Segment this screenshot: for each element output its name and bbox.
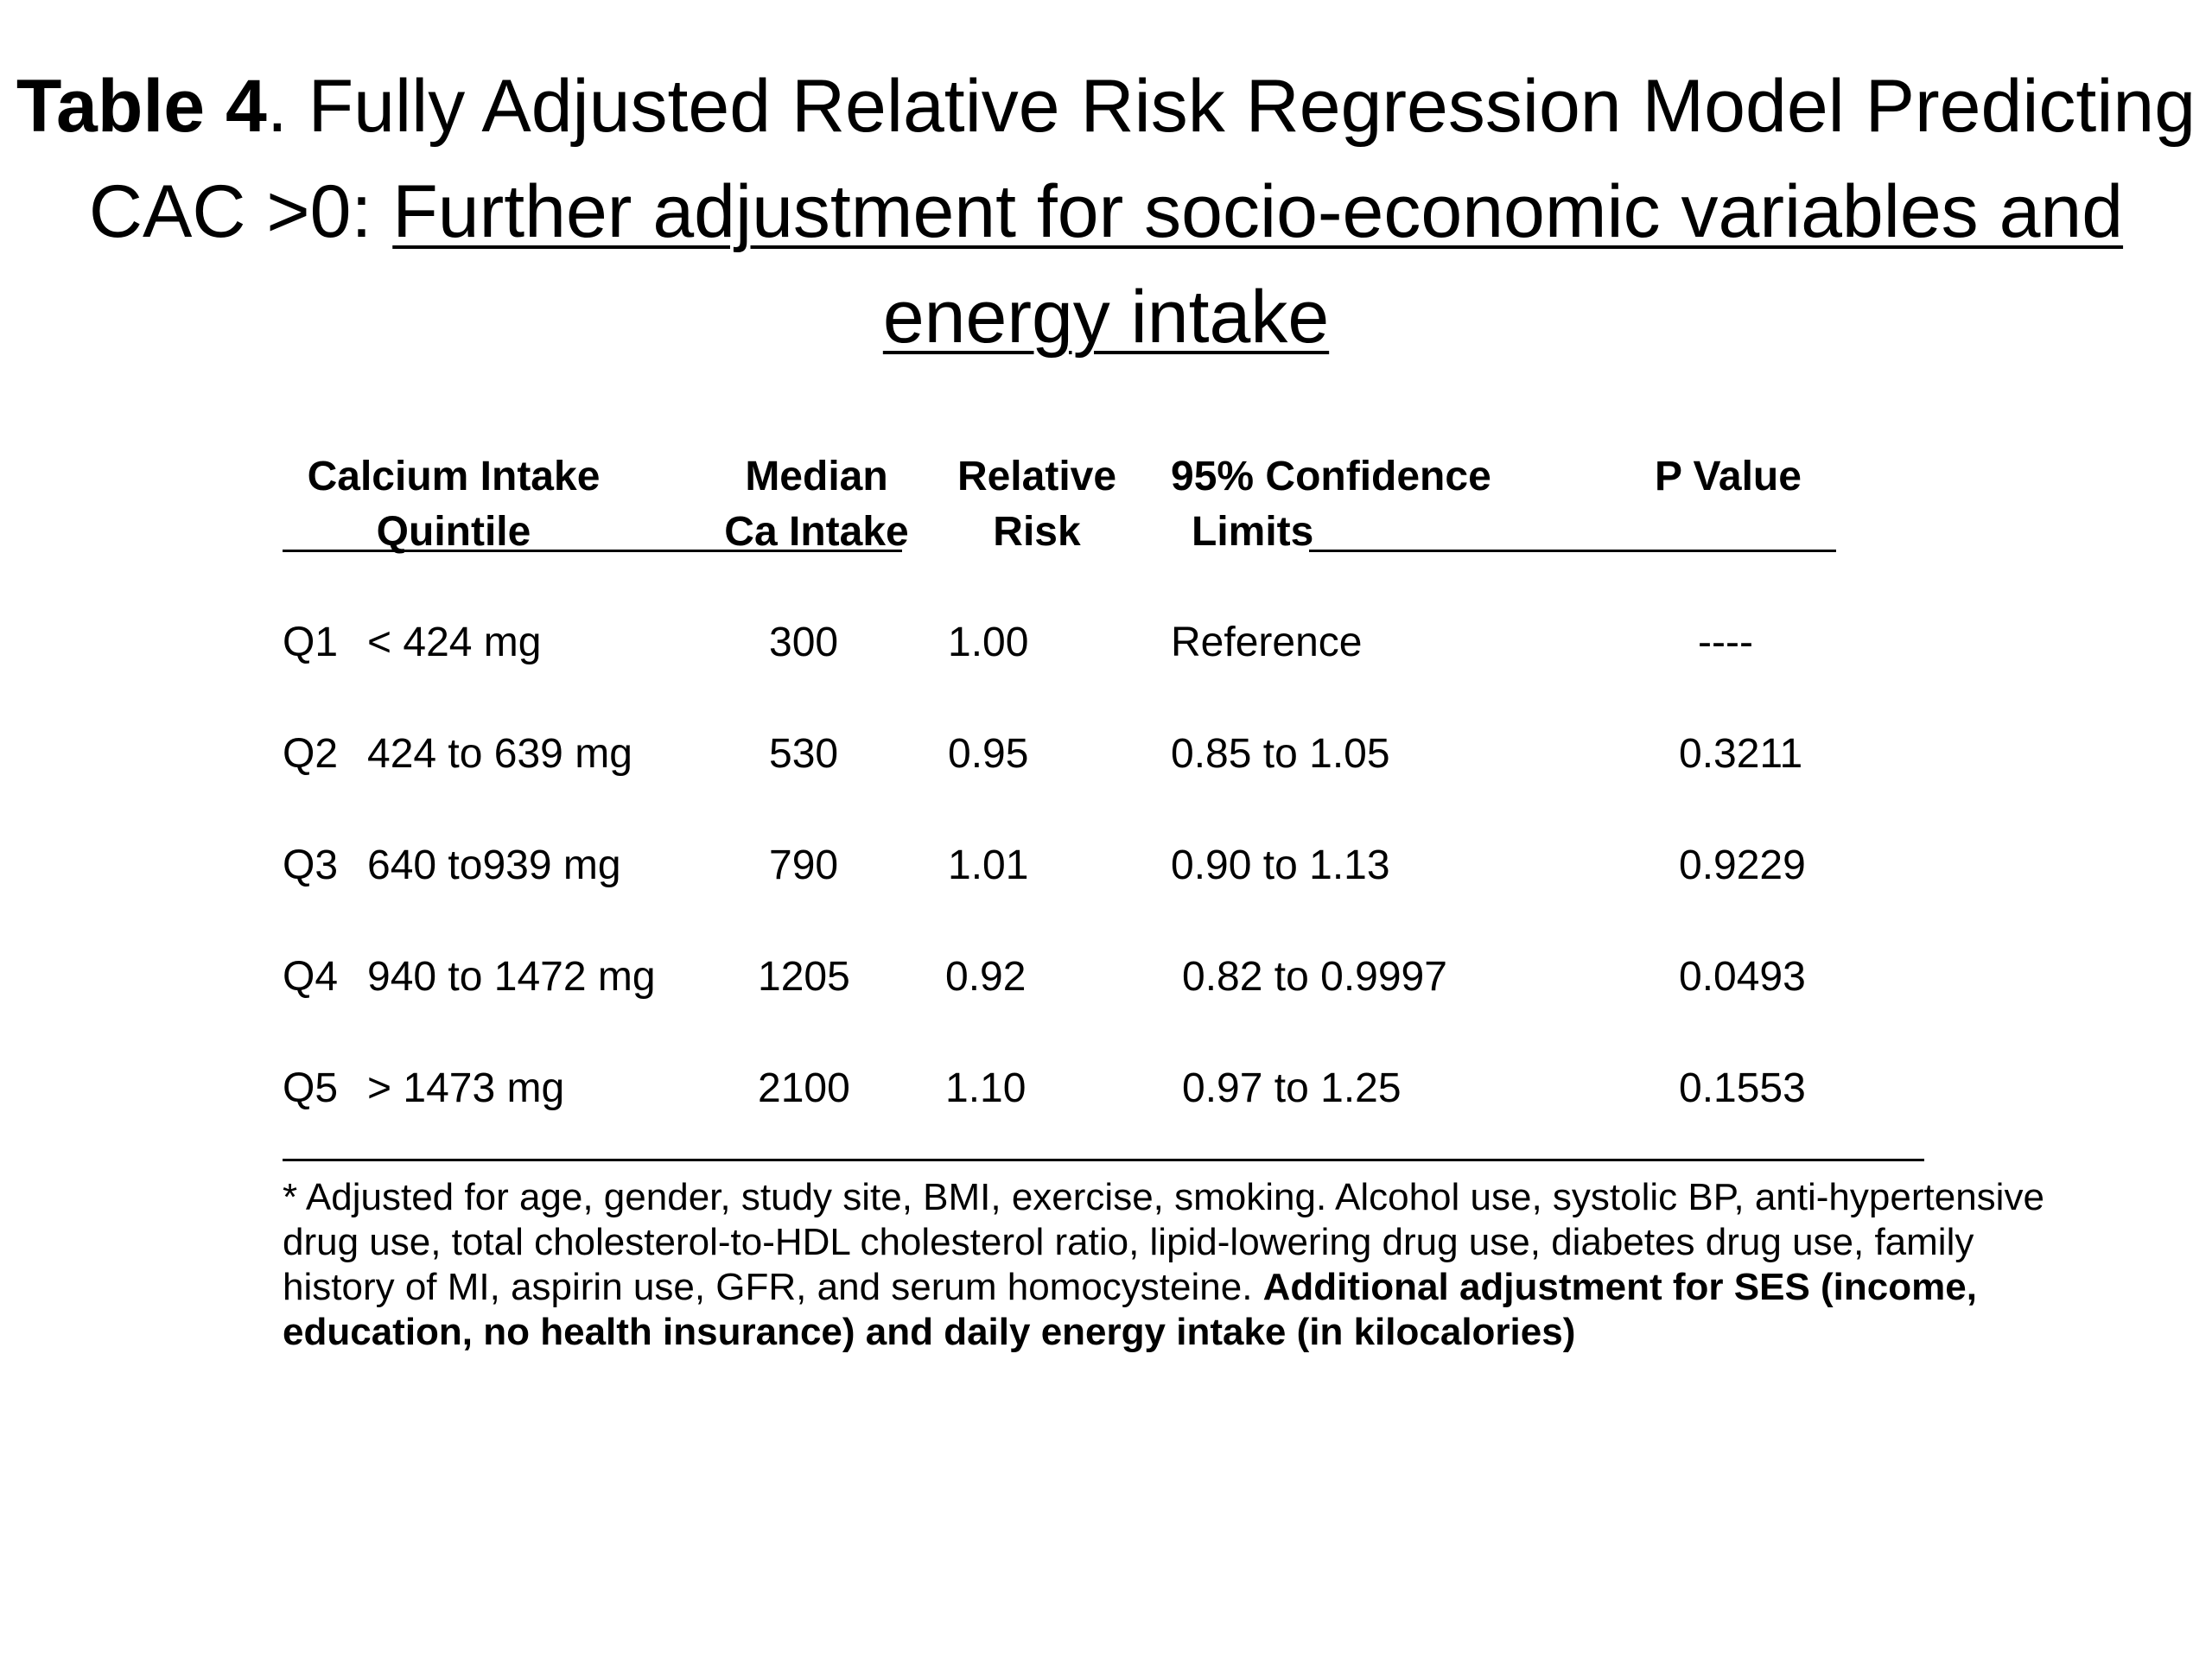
- title-subtitle: Further adjustment for socio-economic va…: [392, 170, 2124, 359]
- row2-rr: 0.95: [948, 731, 1029, 777]
- row5-range: > 1473 mg: [367, 1065, 565, 1111]
- row1-median: 300: [769, 620, 839, 665]
- row5-ci: 0.97 to 1.25: [1182, 1065, 1402, 1111]
- row5-p: 0.1553: [1679, 1065, 1806, 1111]
- row4-p: 0.0493: [1679, 954, 1806, 1000]
- row3-rr: 1.01: [948, 842, 1029, 888]
- header-rr-line2: Risk: [993, 509, 1081, 555]
- row1-p: ----: [1698, 620, 1753, 665]
- header-quintile-line1: Calcium Intake: [307, 454, 601, 499]
- row2-p: 0.3211: [1679, 731, 1803, 777]
- header-ci-line2: Limits: [1192, 509, 1314, 555]
- row3-range: 640 to939 mg: [367, 842, 621, 888]
- header-confidence: 95% Confidence Limits: [1171, 449, 1499, 560]
- header-rule-right: [1309, 550, 1836, 552]
- row1-ci: Reference: [1171, 620, 1363, 665]
- header-quintile: Calcium Intake Quintile: [285, 449, 622, 560]
- row2-median: 530: [769, 731, 839, 777]
- row3-q: Q3: [283, 842, 339, 888]
- footnote: * Adjusted for age, gender, study site, …: [283, 1175, 2071, 1355]
- row1-rr: 1.00: [948, 620, 1029, 665]
- row1-q: Q1: [283, 620, 339, 665]
- row5-median: 2100: [758, 1065, 850, 1111]
- header-rule-left: [283, 550, 902, 552]
- row4-q: Q4: [283, 954, 339, 1000]
- row5-q: Q5: [283, 1065, 339, 1111]
- row2-q: Q2: [283, 731, 339, 777]
- footnote-bold-text: Additional adjustment for SES (income, e…: [283, 1266, 1977, 1353]
- row4-median: 1205: [758, 954, 850, 1000]
- header-rr-line1: Relative: [957, 454, 1117, 499]
- header-median: Median Ca Intake: [721, 449, 912, 560]
- header-median-line1: Median: [745, 454, 888, 499]
- header-p-value: P Value: [1642, 449, 1815, 505]
- row4-range: 940 to 1472 mg: [367, 954, 656, 1000]
- row4-rr: 0.92: [945, 954, 1027, 1000]
- header-quintile-line2: Quintile: [376, 509, 531, 555]
- header-median-line2: Ca Intake: [724, 509, 909, 555]
- row3-p: 0.9229: [1679, 842, 1806, 888]
- row4-ci: 0.82 to 0.9997: [1182, 954, 1447, 1000]
- table-bottom-rule: [283, 1159, 1924, 1161]
- row3-ci: 0.90 to 1.13: [1171, 842, 1390, 888]
- row5-rr: 1.10: [945, 1065, 1027, 1111]
- row2-ci: 0.85 to 1.05: [1171, 731, 1390, 777]
- slide-title: Table 4. Fully Adjusted Relative Risk Re…: [0, 54, 2212, 370]
- title-label: Table 4: [16, 65, 267, 148]
- header-relative-risk: Relative Risk: [950, 449, 1123, 560]
- header-ci-line1: 95% Confidence: [1171, 454, 1491, 499]
- row3-median: 790: [769, 842, 839, 888]
- header-p-line1: P Value: [1655, 454, 1802, 499]
- row2-range: 424 to 639 mg: [367, 731, 632, 777]
- footnote-text: * Adjusted for age, gender, study site, …: [283, 1176, 2044, 1308]
- title-main: . Fully Adjusted Relative Risk Regressio…: [88, 65, 2196, 253]
- row1-range: < 424 mg: [367, 620, 542, 665]
